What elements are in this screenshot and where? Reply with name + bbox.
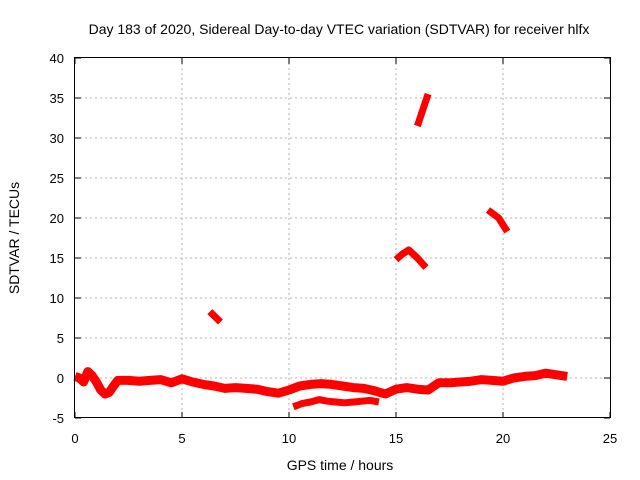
plot-frame	[74, 57, 611, 418]
y-tick-label: -5	[52, 411, 64, 426]
y-tick-label: 25	[50, 171, 64, 186]
series-main-band	[73, 367, 568, 399]
y-tick-label: 35	[50, 91, 64, 106]
y-tick-label: 5	[57, 331, 64, 346]
chart-title: Day 183 of 2020, Sidereal Day-to-day VTE…	[89, 21, 590, 37]
y-tick-label: 10	[50, 291, 64, 306]
x-axis-label: GPS time / hours	[287, 457, 394, 473]
series-arc-19.5h	[485, 207, 511, 234]
y-tick-label: 0	[57, 371, 64, 386]
y-tick-label: 20	[50, 211, 64, 226]
y-axis-label: SDTVAR / TECUs	[6, 182, 22, 294]
series-lower-band	[292, 396, 380, 411]
series-arc-15h	[393, 246, 429, 270]
y-tick-label: 40	[50, 51, 64, 66]
x-tick-label: 5	[178, 431, 185, 446]
y-tick-label: 15	[50, 251, 64, 266]
x-tick-label: 25	[603, 431, 617, 446]
y-tick-label: 30	[50, 131, 64, 146]
x-tick-label: 10	[282, 431, 296, 446]
x-tick-label: 0	[71, 431, 78, 446]
series-layer	[73, 92, 568, 411]
x-tick-label: 15	[389, 431, 403, 446]
x-tick-label: 20	[496, 431, 510, 446]
grid	[75, 58, 610, 418]
series-arc-16h	[414, 92, 432, 128]
series-arc-6.5h	[207, 309, 223, 325]
